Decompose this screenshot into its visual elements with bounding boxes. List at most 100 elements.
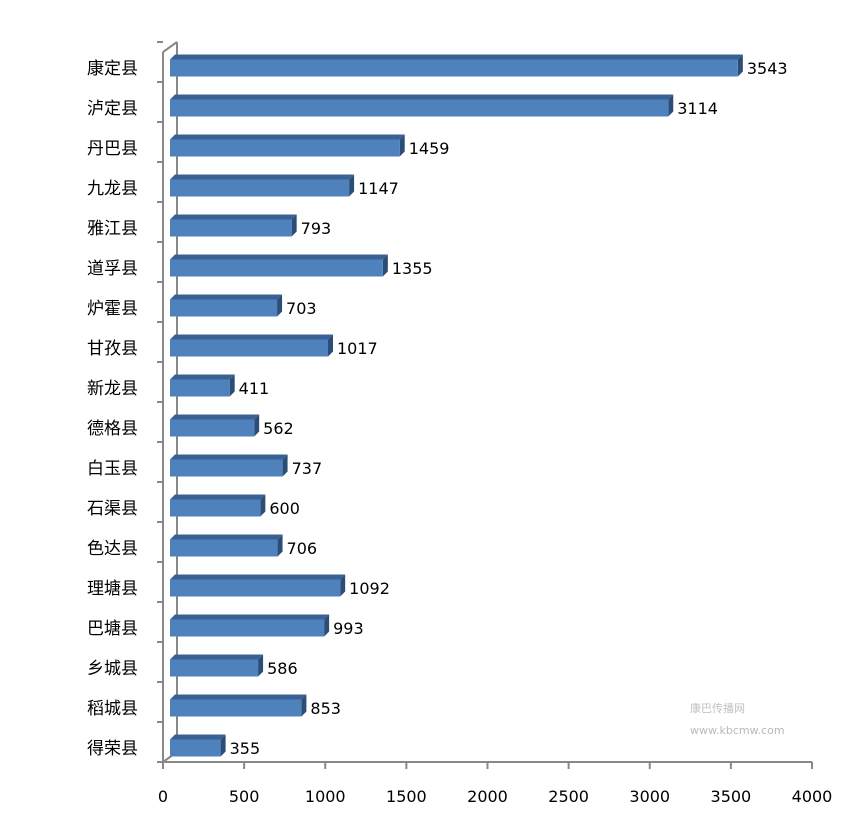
category-label: 丹巴县 bbox=[87, 139, 138, 159]
bar bbox=[170, 299, 278, 317]
data-label: 586 bbox=[267, 659, 298, 678]
x-tick-label: 4000 bbox=[792, 787, 833, 806]
bar-top bbox=[170, 574, 346, 580]
category-label: 九龙县 bbox=[87, 179, 138, 199]
bar-top bbox=[170, 734, 226, 740]
bar bbox=[170, 259, 383, 277]
bar-side bbox=[277, 294, 283, 317]
wall-top-edge bbox=[162, 41, 178, 53]
bar bbox=[170, 459, 283, 477]
bar-side bbox=[220, 734, 226, 757]
data-label: 1092 bbox=[349, 579, 390, 598]
bar-top bbox=[170, 294, 283, 300]
category-label: 乡城县 bbox=[87, 659, 138, 679]
bar-top bbox=[170, 334, 334, 340]
x-tick-label: 500 bbox=[229, 787, 260, 806]
bar bbox=[170, 139, 400, 157]
category-label: 得荣县 bbox=[87, 739, 138, 759]
bar-top bbox=[170, 94, 674, 100]
bar-side bbox=[258, 654, 264, 677]
bar bbox=[170, 499, 261, 517]
x-tick-label: 0 bbox=[158, 787, 168, 806]
bar bbox=[170, 99, 669, 117]
category-label: 新龙县 bbox=[87, 379, 138, 399]
bar-side bbox=[382, 254, 388, 277]
data-label: 853 bbox=[310, 699, 341, 718]
category-label: 稻城县 bbox=[87, 699, 138, 719]
bar-top bbox=[170, 214, 297, 220]
data-label: 1459 bbox=[409, 139, 450, 158]
bar-side bbox=[324, 614, 330, 637]
category-label: 石渠县 bbox=[87, 499, 138, 519]
bar-top bbox=[170, 254, 388, 260]
data-label: 411 bbox=[239, 379, 270, 398]
bar-top bbox=[170, 414, 260, 420]
category-label: 炉霍县 bbox=[87, 299, 138, 319]
bar-side bbox=[328, 334, 334, 357]
bar-side bbox=[399, 134, 405, 157]
bar bbox=[170, 339, 329, 357]
bar-top bbox=[170, 694, 307, 700]
bar-side bbox=[291, 214, 297, 237]
bar bbox=[170, 699, 302, 717]
data-label: 355 bbox=[230, 739, 261, 758]
bar-side bbox=[668, 94, 674, 117]
bar-top bbox=[170, 494, 266, 500]
data-label: 793 bbox=[301, 219, 332, 238]
category-label: 泸定县 bbox=[87, 99, 138, 119]
bar-top bbox=[170, 454, 288, 460]
category-label: 甘孜县 bbox=[87, 339, 138, 359]
bar bbox=[170, 379, 230, 397]
data-label: 737 bbox=[292, 459, 323, 478]
bar-side bbox=[301, 694, 307, 717]
category-label: 康定县 bbox=[87, 59, 138, 79]
x-tick-label: 3000 bbox=[629, 787, 670, 806]
data-label: 1355 bbox=[392, 259, 433, 278]
bar bbox=[170, 659, 259, 677]
x-tick-label: 1500 bbox=[386, 787, 427, 806]
x-tick-label: 2500 bbox=[548, 787, 589, 806]
x-tick-label: 2000 bbox=[467, 787, 508, 806]
watermark-logo-text: 康巴传播网 bbox=[690, 701, 745, 715]
data-label: 703 bbox=[286, 299, 317, 318]
category-label: 雅江县 bbox=[87, 219, 138, 239]
bar-top bbox=[170, 134, 405, 140]
bar-side bbox=[254, 414, 260, 437]
data-label: 562 bbox=[263, 419, 294, 438]
bar bbox=[170, 619, 325, 637]
data-label: 1017 bbox=[337, 339, 378, 358]
data-label: 1147 bbox=[358, 179, 399, 198]
watermark-url: www.kbcmw.com bbox=[690, 724, 785, 737]
bar-side bbox=[282, 454, 288, 477]
data-label: 706 bbox=[287, 539, 318, 558]
category-label: 德格县 bbox=[87, 419, 138, 439]
bar-top bbox=[170, 374, 235, 380]
bar bbox=[170, 539, 278, 557]
category-label: 道孚县 bbox=[87, 259, 138, 279]
data-label: 3543 bbox=[747, 59, 788, 78]
x-tick-label: 3500 bbox=[711, 787, 752, 806]
bar bbox=[170, 419, 255, 437]
category-label: 理塘县 bbox=[87, 579, 138, 599]
x-tick-label: 1000 bbox=[305, 787, 346, 806]
bar-top bbox=[170, 614, 330, 620]
bar bbox=[170, 219, 292, 237]
data-label: 3114 bbox=[677, 99, 718, 118]
bar-top bbox=[170, 654, 264, 660]
category-label: 色达县 bbox=[87, 539, 138, 559]
bar-top bbox=[170, 54, 743, 60]
bar-top bbox=[170, 534, 283, 540]
bar-side bbox=[737, 54, 743, 77]
data-label: 600 bbox=[269, 499, 300, 518]
bar bbox=[170, 739, 221, 757]
bar bbox=[170, 179, 350, 197]
bar-side bbox=[260, 494, 266, 517]
bar-top bbox=[170, 174, 355, 180]
data-label: 993 bbox=[333, 619, 364, 638]
bar-side bbox=[277, 534, 283, 557]
category-label: 巴塘县 bbox=[87, 619, 138, 639]
bar-side bbox=[349, 174, 355, 197]
category-label: 白玉县 bbox=[87, 459, 138, 479]
bar bbox=[170, 59, 738, 77]
